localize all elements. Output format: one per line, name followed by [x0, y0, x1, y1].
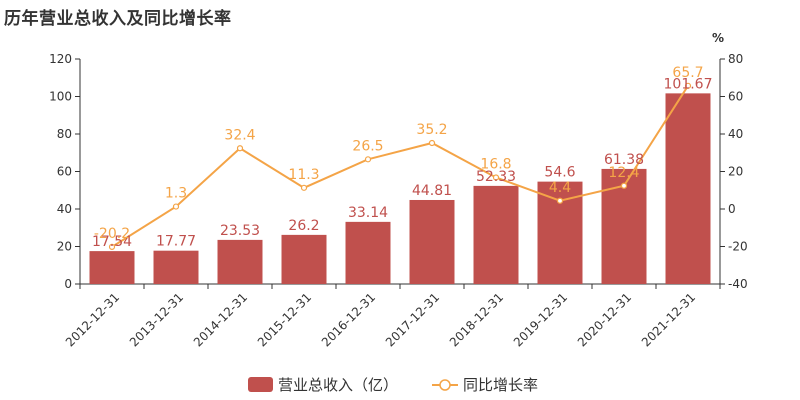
bar: [473, 185, 519, 284]
y-left-tick-label: 120: [49, 52, 72, 66]
line-value-label: 26.5: [352, 138, 383, 154]
x-tick-label: 2016-12-31: [319, 290, 378, 349]
bar: [345, 221, 391, 284]
bar-series: [89, 93, 711, 285]
y-right-tick-label: 40: [728, 127, 743, 141]
y-right-tick-label: -40: [728, 277, 748, 291]
bar: [89, 251, 135, 284]
line-value-label: 35.2: [416, 122, 447, 138]
line-point: [492, 174, 500, 181]
x-tick-label: 2018-12-31: [447, 290, 506, 349]
bar-value-label: 61.38: [604, 152, 644, 168]
legend-label-revenue: 营业总收入（亿）: [278, 376, 398, 394]
line-point: [556, 197, 564, 204]
x-tick-label: 2015-12-31: [255, 290, 314, 349]
legend-swatch-bar: [248, 377, 273, 392]
line-value-label: 12.4: [608, 165, 639, 181]
bar-value-label: 101.67: [664, 76, 713, 92]
bar-value-label: 54.6: [544, 165, 575, 181]
bar: [665, 93, 711, 285]
line-point: [172, 203, 180, 210]
line-value-label: 1.3: [165, 186, 187, 202]
y-left-tick-label: 60: [57, 165, 72, 179]
line-point: [300, 184, 308, 191]
y-right-unit-label: %: [712, 31, 724, 45]
x-tick-label: 2013-12-31: [127, 290, 186, 349]
line-value-label: 4.4: [549, 180, 571, 196]
legend[interactable]: 营业总收入（亿） 同比增长率: [248, 376, 538, 394]
x-tick-label: 2014-12-31: [191, 290, 250, 349]
bar: [153, 250, 199, 284]
x-tick-label: 2020-12-31: [575, 290, 634, 349]
line-point: [236, 145, 244, 152]
data-labels: 17.54 17.77 23.53 26.2 33.14 44.81 52.33 54.6 61…: [92, 65, 713, 250]
bar: [409, 199, 455, 284]
y-right-tick-label: 0: [728, 202, 736, 216]
line-value-label: 11.3: [288, 167, 319, 183]
line-value-label: 32.4: [224, 127, 255, 143]
legend-item-growth[interactable]: 同比增长率: [432, 376, 538, 394]
legend-swatch-point: [439, 379, 451, 391]
y-right-tick-label: 80: [728, 52, 743, 66]
bar: [281, 234, 327, 284]
line-value-label: 16.8: [480, 157, 511, 173]
line-point: [684, 82, 692, 89]
bar: [217, 239, 263, 284]
bar-value-label: 33.14: [348, 205, 388, 221]
y-right-tick-label: 20: [728, 165, 743, 179]
line-point: [428, 139, 436, 147]
y-right-tick-label: 60: [728, 90, 743, 104]
x-tick-label: 2019-12-31: [511, 290, 570, 349]
y-left-tick-label: 20: [57, 240, 72, 254]
x-tick-label: 2017-12-31: [383, 290, 442, 349]
y-left-tick-label: 40: [57, 202, 72, 216]
x-tick-label: 2012-12-31: [63, 290, 122, 349]
line-series: [108, 82, 692, 250]
y-left-tick-label: 100: [49, 90, 72, 104]
bar-value-label: 23.53: [220, 223, 260, 239]
line-value-label: 65.7: [672, 65, 703, 81]
bar-value-label: 17.77: [156, 234, 196, 250]
bar-value-label: 26.2: [288, 218, 319, 234]
legend-label-growth: 同比增长率: [463, 376, 538, 394]
chart-title: 历年营业总收入及同比增长率: [4, 9, 232, 29]
y-right-tick-label: -20: [728, 240, 748, 254]
bar-value-label: 17.54: [92, 234, 132, 250]
growth-line: [111, 85, 689, 248]
y-left-tick-label: 80: [57, 127, 72, 141]
line-point: [620, 182, 628, 189]
line-point: [108, 243, 116, 250]
x-tick-label: 2021-12-31: [639, 290, 698, 349]
line-value-label: -20.2: [94, 226, 130, 242]
line-point: [364, 156, 372, 163]
bar-value-label: 52.33: [476, 169, 516, 185]
y-left-tick-label: 0: [64, 277, 72, 291]
bar-value-label: 44.81: [412, 183, 452, 199]
legend-item-revenue[interactable]: 营业总收入（亿）: [248, 376, 398, 394]
